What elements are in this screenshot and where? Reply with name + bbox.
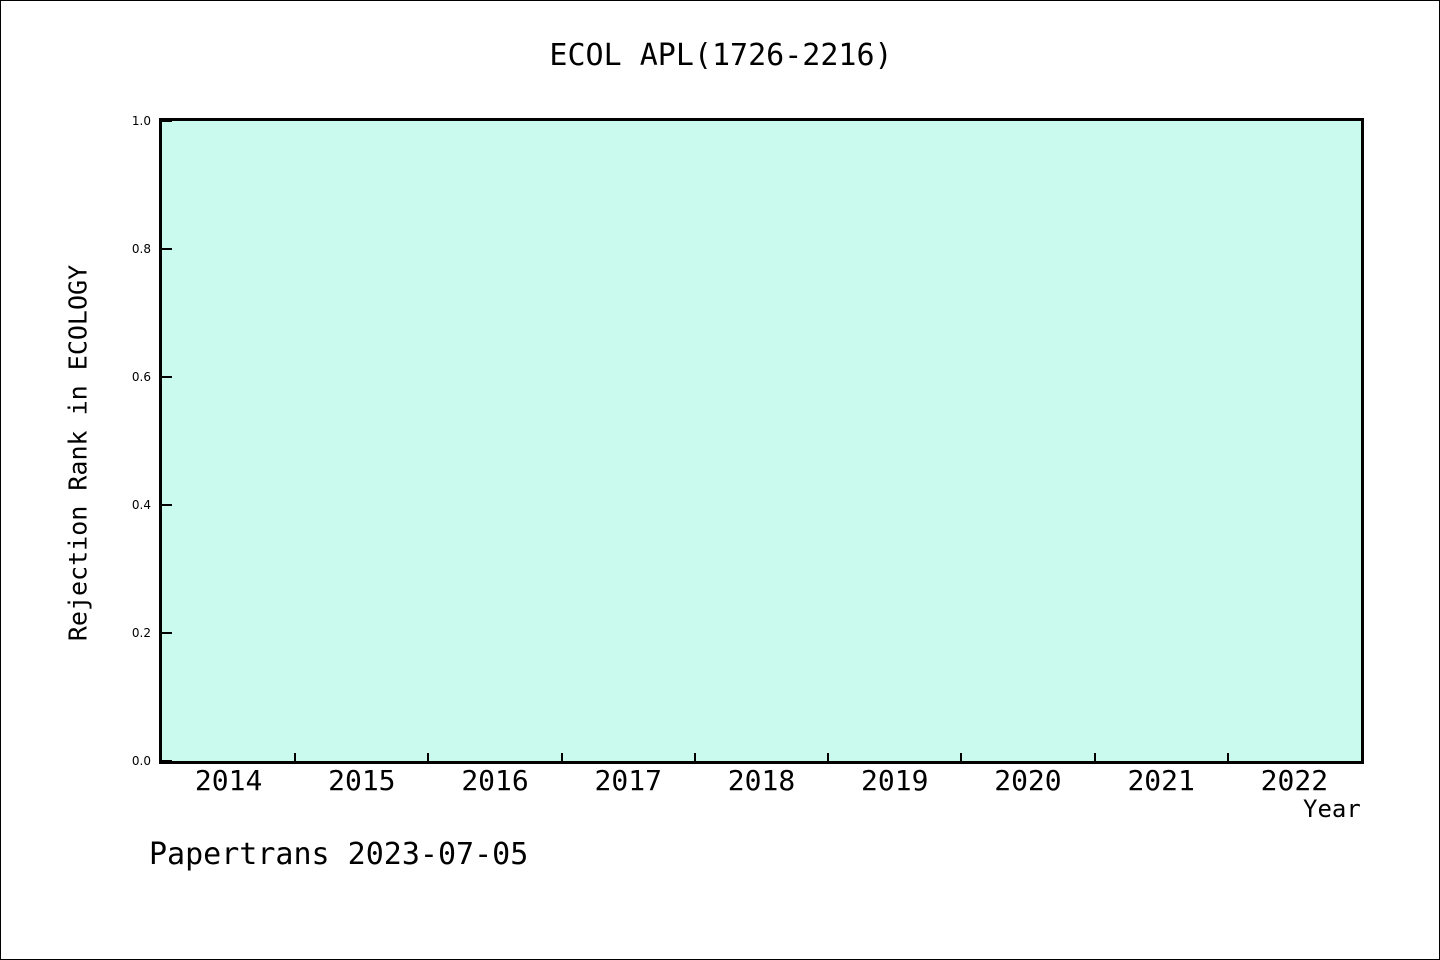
y-tick-label: 0.8 [131,242,151,256]
x-tick-mark [560,753,563,761]
watermark-text: Papertrans 2023-07-05 [149,837,529,872]
x-tick-label: 2017 [594,764,662,797]
chart-title: ECOL APL(1726-2216) [549,38,893,73]
y-tick-mark [162,120,172,122]
y-tick-mark [162,632,172,634]
x-tick-label: 2020 [994,764,1062,797]
y-tick-label: 0.6 [131,370,151,384]
y-tick-label: 0.2 [131,626,151,640]
x-axis-label: Year [1303,795,1361,823]
y-tick-mark [162,760,172,762]
y-tick-mark [162,504,172,506]
x-tick-mark [1226,753,1229,761]
y-axis-label: Rejection Rank in ECOLOGY [63,264,93,642]
x-tick-mark [827,753,830,761]
y-tick-mark [162,376,172,378]
x-tick-mark [427,753,430,761]
plot-area [159,118,1364,764]
x-tick-label: 2015 [328,764,396,797]
x-tick-mark [693,753,696,761]
x-tick-mark [294,753,297,761]
y-tick-label: 0.4 [131,498,151,512]
x-tick-label: 2022 [1260,764,1329,797]
y-tick-mark [162,248,172,250]
x-tick-label: 2021 [1127,764,1195,797]
x-tick-mark [1093,753,1096,761]
x-tick-label: 2018 [727,764,796,797]
y-tick-label: 0.0 [131,754,151,768]
y-tick-label: 1.0 [131,114,151,128]
x-tick-label: 2014 [194,764,263,797]
x-tick-label: 2016 [461,764,529,797]
x-tick-label: 2019 [861,764,929,797]
x-tick-mark [960,753,963,761]
